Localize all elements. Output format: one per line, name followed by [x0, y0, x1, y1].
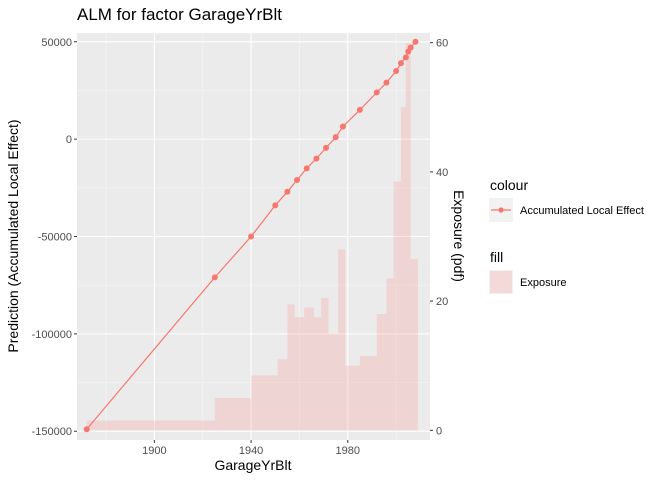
exposure-bar — [400, 107, 406, 431]
y-axis-title: Prediction (Accumulated Local Effect) — [5, 119, 21, 352]
ale-point — [272, 202, 279, 209]
legend-fill-label: Exposure — [520, 277, 566, 289]
exposure-bar — [321, 297, 329, 431]
exposure-bar — [410, 259, 418, 431]
ale-point — [294, 177, 301, 184]
exposure-bar — [304, 307, 314, 431]
exposure-bar — [359, 356, 377, 431]
x-axis-title: GarageYrBlt — [214, 457, 291, 473]
legend-colour-title: colour — [490, 177, 528, 193]
ale-point — [407, 44, 414, 51]
exposure-bar — [393, 181, 401, 431]
exposure-bar — [214, 398, 252, 431]
ale-point — [397, 60, 404, 67]
y2-tick-label: 0 — [436, 425, 442, 437]
y-tick-label: 0 — [66, 134, 72, 146]
y2-tick-label: 20 — [436, 296, 448, 308]
exposure-bar — [251, 375, 278, 431]
chart-title: ALM for factor GarageYrBlt — [77, 5, 282, 24]
ale-point — [211, 274, 218, 281]
legend-fill-swatch — [490, 271, 512, 293]
y-tick-label: -100000 — [32, 329, 72, 341]
ale-point — [356, 106, 363, 113]
y2-tick-label: 40 — [436, 167, 448, 179]
y-axis-left: -150000 -100000 -50000 0 50000 — [32, 37, 77, 438]
x-axis: 1900 1940 1980 — [142, 440, 360, 457]
ale-points — [83, 38, 419, 433]
exposure-bar — [338, 249, 346, 431]
exposure-bar — [86, 420, 215, 431]
y-axis-right: 0 20 40 60 — [430, 38, 448, 437]
ale-point — [393, 67, 400, 74]
ale-point — [332, 134, 339, 141]
exposure-bar — [313, 317, 322, 431]
legend-colour-label: Accumulated Local Effect — [520, 205, 644, 217]
exposure-bar — [287, 304, 295, 431]
legend: colour Accumulated Local Effect fill Exp… — [489, 177, 644, 294]
exposure-bar — [386, 278, 394, 431]
x-tick-label: 1900 — [142, 445, 166, 457]
ale-point — [339, 123, 346, 130]
ale-point — [323, 144, 330, 151]
legend-point-swatch — [498, 207, 504, 213]
ale-point — [303, 165, 310, 172]
ale-point — [373, 89, 380, 96]
ale-point — [284, 188, 291, 195]
x-tick-label: 1940 — [239, 445, 263, 457]
ale-point — [83, 426, 90, 433]
x-tick-label: 1980 — [336, 445, 360, 457]
exposure-bar — [294, 317, 305, 431]
exposure-bar — [345, 365, 360, 431]
ale-point — [383, 79, 390, 86]
exposure-bar — [405, 42, 411, 431]
exposure-bar — [328, 333, 339, 431]
legend-fill-key — [489, 270, 513, 294]
ale-point — [412, 38, 419, 45]
ale-point — [313, 155, 320, 162]
exposure-bars — [86, 42, 418, 431]
y-tick-label: -50000 — [38, 232, 72, 244]
y-tick-label: 50000 — [41, 37, 72, 49]
y-tick-label: -150000 — [32, 426, 72, 438]
ale-point — [248, 233, 255, 240]
exposure-bar — [376, 314, 387, 431]
ale-point — [402, 54, 409, 61]
y2-axis-title: Exposure (pdf) — [451, 190, 467, 282]
legend-fill-title: fill — [490, 249, 503, 265]
y2-tick-label: 60 — [436, 38, 448, 50]
exposure-bar — [277, 359, 288, 431]
